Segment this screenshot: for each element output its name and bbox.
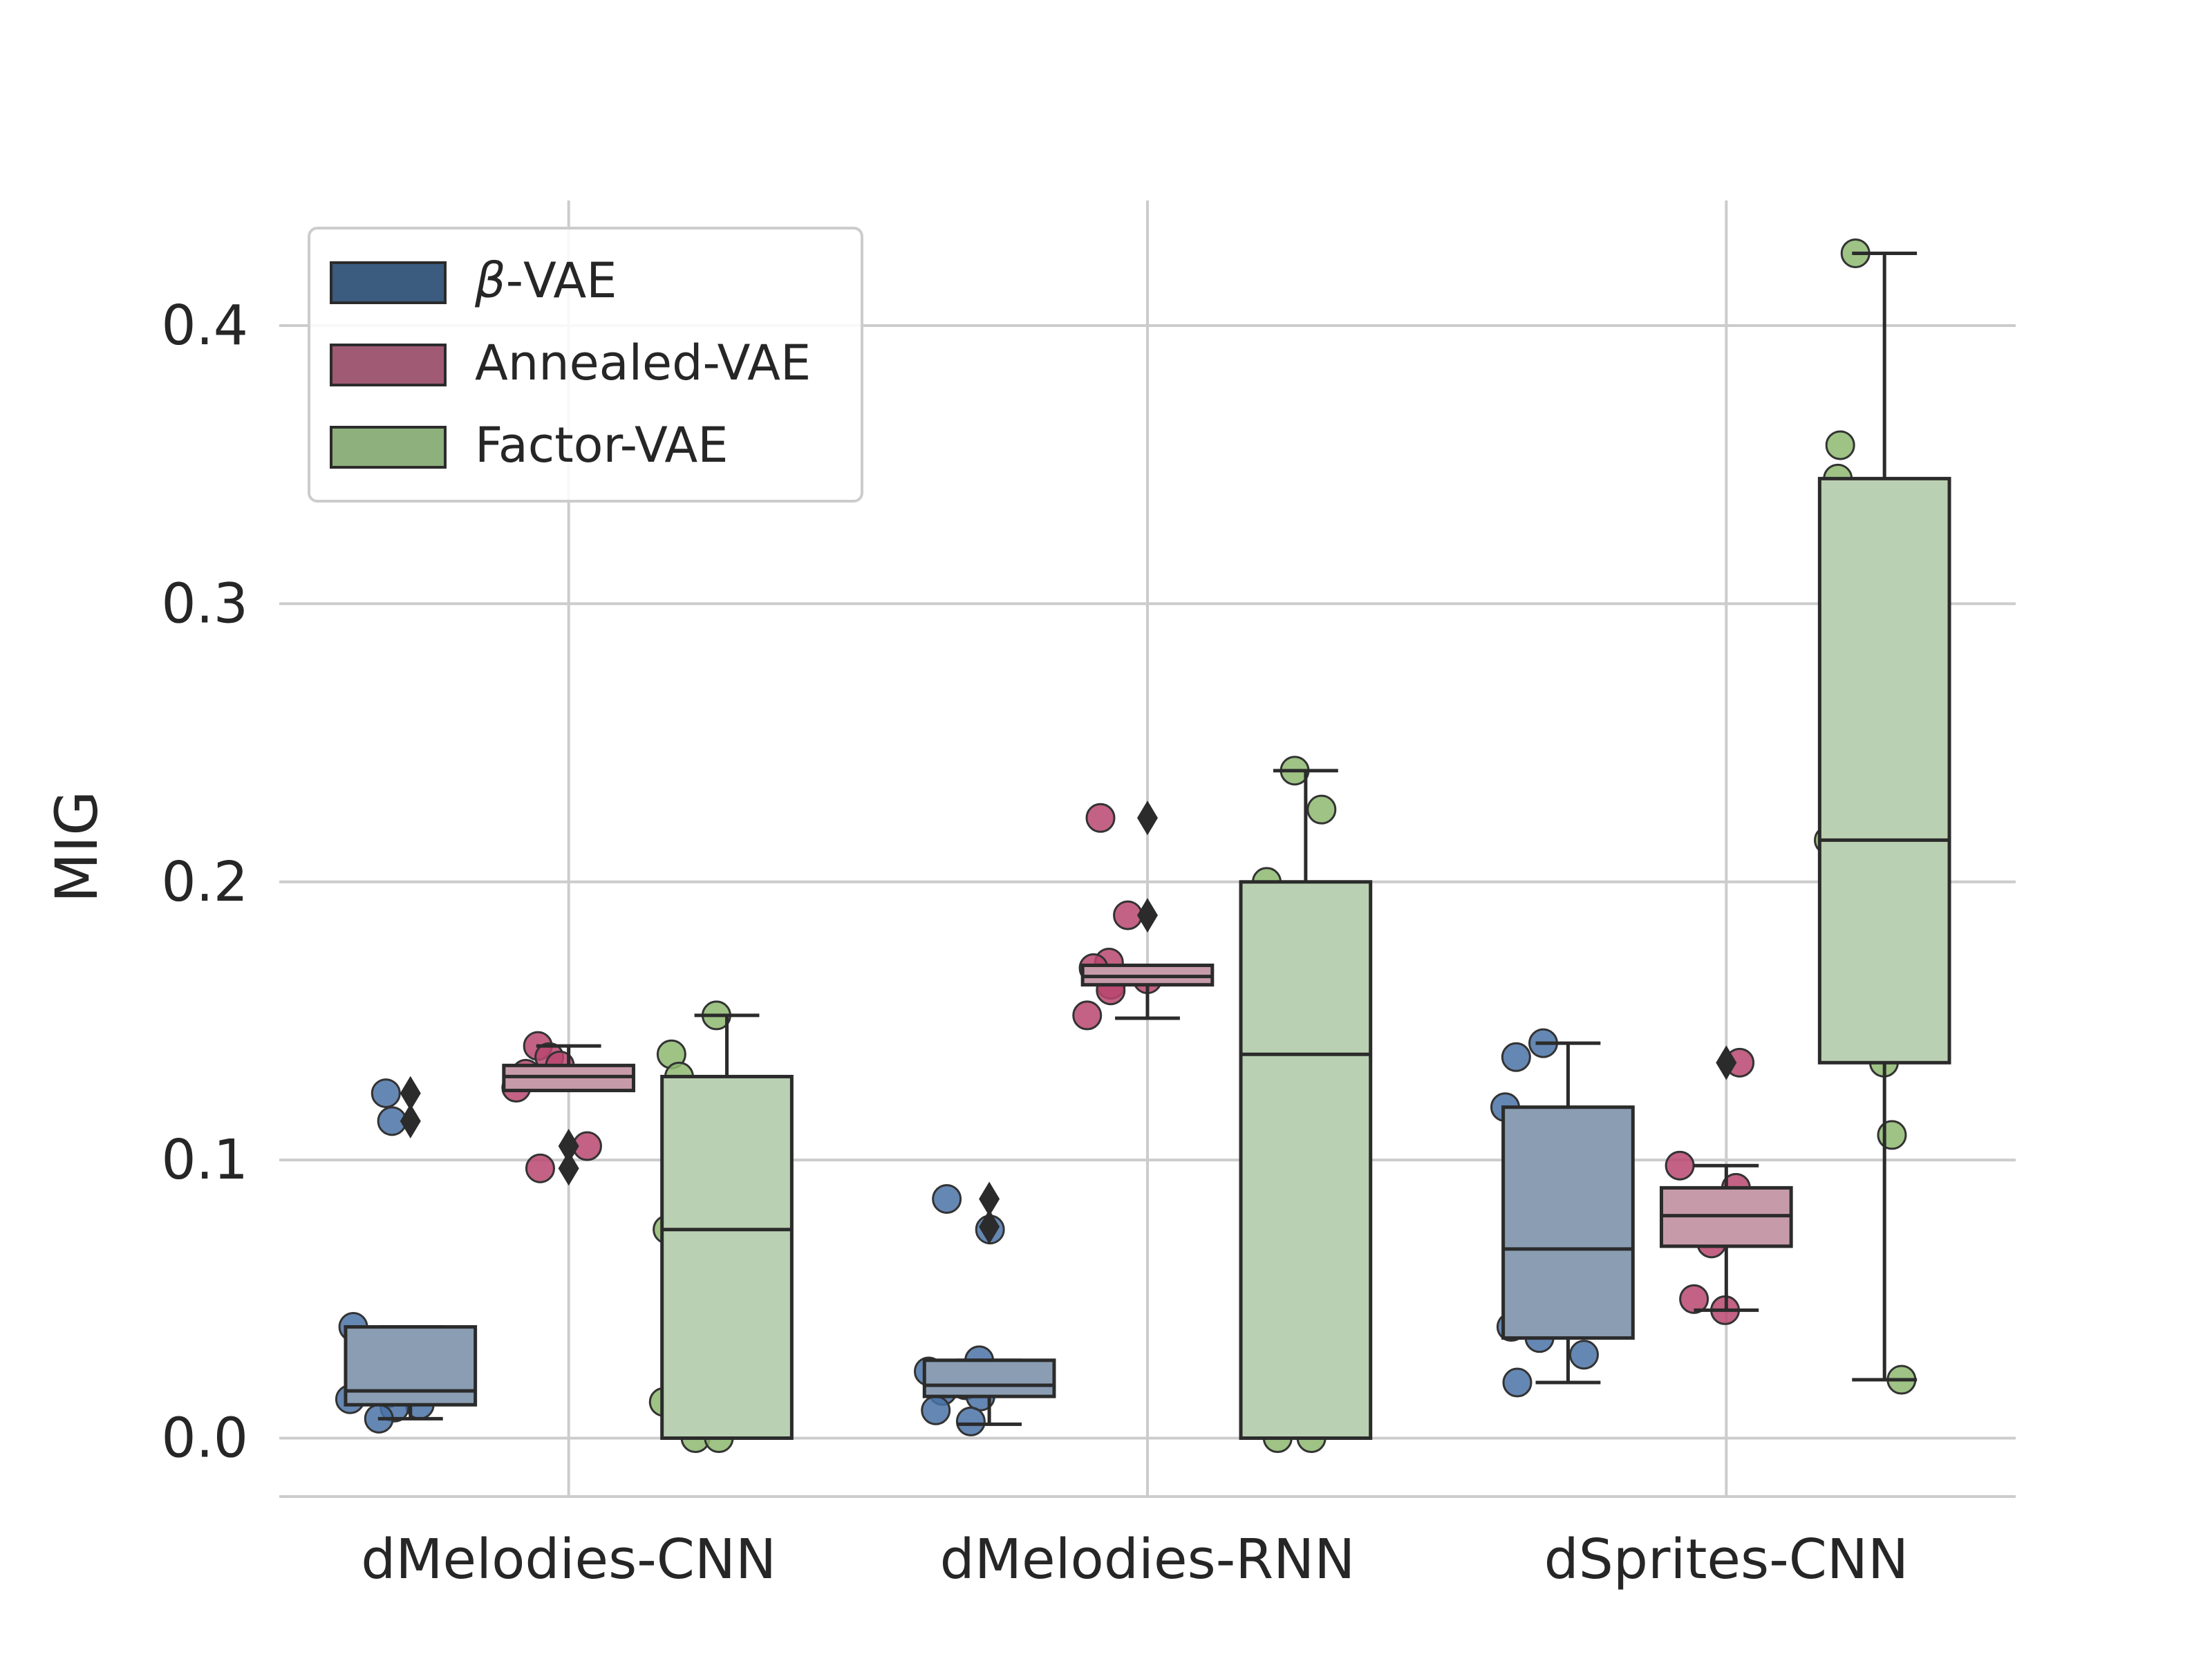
- outlier-marker: [1137, 800, 1158, 836]
- data-point: [921, 1395, 951, 1425]
- data-point: [1679, 1284, 1709, 1314]
- outlier-marker: [400, 1076, 421, 1111]
- data-point: [525, 1153, 555, 1183]
- box-1-2: [1659, 1045, 1793, 1312]
- legend-label-suffix: -VAE: [506, 252, 617, 309]
- box-0-1: [922, 1181, 1056, 1426]
- outlier-marker: [558, 1151, 579, 1186]
- box-body: [344, 1325, 478, 1407]
- data-point: [1825, 430, 1855, 460]
- outlier-marker: [1716, 1045, 1737, 1080]
- box-body: [1817, 476, 1951, 1065]
- x-tick-label: dSprites-CNN: [1544, 1528, 1909, 1591]
- data-point: [1501, 1042, 1531, 1072]
- outlier-marker: [979, 1181, 1000, 1217]
- x-tick-label: dMelodies-RNN: [940, 1528, 1356, 1591]
- outlier-marker: [558, 1129, 579, 1164]
- y-tick-label: 0.1: [161, 1128, 248, 1192]
- axes: 0.0 0.1 0.2 0.3 0.4 dMelodies-CNN dMelodies-RN…: [161, 294, 2016, 1591]
- box-2-1: [1239, 769, 1373, 1441]
- box-body: [1239, 880, 1373, 1441]
- box-body: [660, 1074, 794, 1441]
- outlier-marker: [1137, 898, 1158, 933]
- y-tick-label: 0.2: [161, 850, 248, 914]
- legend-swatch: [330, 426, 447, 469]
- legend-label-prefix: β: [474, 252, 506, 309]
- data-point: [1877, 1120, 1907, 1150]
- y-tick-label: 0.0: [161, 1407, 248, 1470]
- box-2-0: [660, 1013, 794, 1441]
- box-body: [922, 1358, 1056, 1398]
- legend-label: Annealed-VAE: [475, 335, 811, 391]
- data-point: [1665, 1150, 1695, 1181]
- outlier-marker: [400, 1103, 421, 1138]
- data-point: [955, 1406, 986, 1436]
- legend-swatch: [330, 261, 447, 304]
- data-point: [1568, 1340, 1599, 1370]
- box-2-2: [1817, 251, 1951, 1382]
- y-axis-title: MIG: [43, 791, 111, 903]
- box-0-2: [1501, 1041, 1635, 1385]
- box-1-1: [1080, 800, 1215, 1020]
- data-point: [1072, 1000, 1103, 1031]
- x-tick-label: dMelodies-CNN: [361, 1528, 776, 1591]
- data-point: [1502, 1367, 1533, 1398]
- legend: β-VAE Annealed-VAE Factor-VAE: [308, 227, 863, 503]
- data-point: [1306, 794, 1337, 825]
- legend-label: Factor-VAE: [475, 417, 728, 474]
- y-tick-label: 0.3: [161, 572, 248, 635]
- data-point: [932, 1183, 962, 1214]
- boxes: [344, 251, 1951, 1441]
- box-1-0: [502, 1044, 636, 1186]
- y-tick-label: 0.4: [161, 294, 248, 357]
- legend-label: β-VAE: [474, 252, 617, 309]
- legend-frame: [308, 227, 863, 503]
- data-point: [371, 1078, 401, 1109]
- data-point: [1085, 803, 1116, 833]
- box-0-0: [344, 1076, 478, 1421]
- outlier-marker: [979, 1209, 1000, 1244]
- box-body: [1501, 1105, 1635, 1340]
- legend-swatch: [330, 344, 447, 386]
